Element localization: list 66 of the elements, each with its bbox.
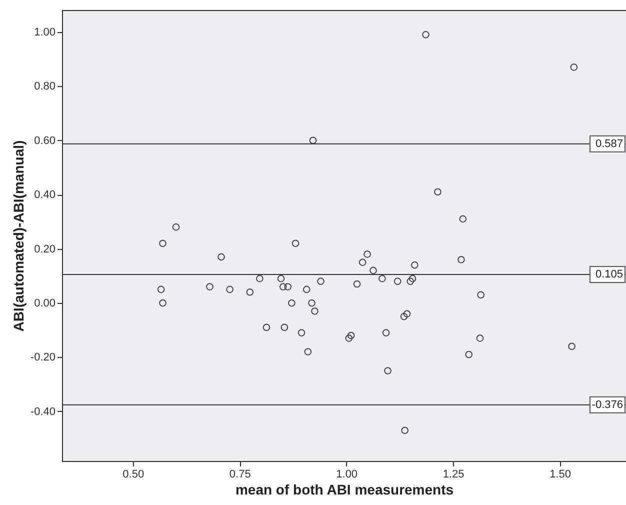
point [277,274,285,282]
point [406,278,414,285]
point [288,299,296,307]
point [256,274,264,282]
point [458,256,465,264]
point [298,329,306,336]
y-tick-label: 0.80 [34,80,56,93]
point [378,274,386,282]
point [568,342,576,350]
y-tick-label: 0.20 [34,243,56,256]
point [382,329,390,336]
point [262,324,270,332]
point [317,278,324,285]
point [422,31,430,38]
point [384,367,392,374]
y-tick-label: 0.00 [34,297,56,310]
point [400,312,408,320]
point [403,310,411,318]
point [304,348,312,356]
ref-line-label: -0.376 [592,398,623,411]
point [347,332,355,340]
y-tick-label: 0.60 [34,134,56,147]
point [570,64,578,71]
point [280,283,287,290]
point [284,283,292,290]
point [353,280,361,288]
point [459,215,467,223]
point [465,350,473,358]
point [206,283,214,290]
point [476,334,484,342]
x-axis-title: mean of both ABI measurements [235,482,454,498]
x-tick-label: 1.00 [336,468,358,480]
point [302,286,310,294]
point [358,258,366,266]
y-tick-label: -0.20 [30,352,56,364]
ref-line-label: 0.105 [595,268,623,281]
point [309,136,317,144]
point [292,240,300,248]
x-tick-label: 1.25 [442,468,464,480]
point [159,299,166,307]
x-tick-label: 1.50 [550,468,572,480]
x-tick-label: 0.50 [122,468,144,480]
point [370,266,377,274]
ref-line-label: 0.587 [595,138,623,150]
point [364,250,371,258]
point [408,274,416,282]
y-axis-title: ABI(automated)-ABI(manual) [10,140,26,332]
point [226,286,234,294]
point [308,299,316,307]
point [345,334,353,342]
point [218,253,225,261]
point [280,324,288,332]
point [311,307,318,315]
point [394,278,402,285]
point [411,261,418,269]
point [157,286,165,294]
point [246,288,254,296]
y-tick-label: -0.40 [30,406,56,418]
y-tick-label: 1.00 [34,26,56,38]
point [401,426,408,434]
point [159,240,166,248]
x-tick-label: 0.75 [229,468,251,480]
point [172,223,180,231]
point [434,188,442,196]
point [477,291,484,299]
y-tick-label: 0.40 [34,189,56,202]
